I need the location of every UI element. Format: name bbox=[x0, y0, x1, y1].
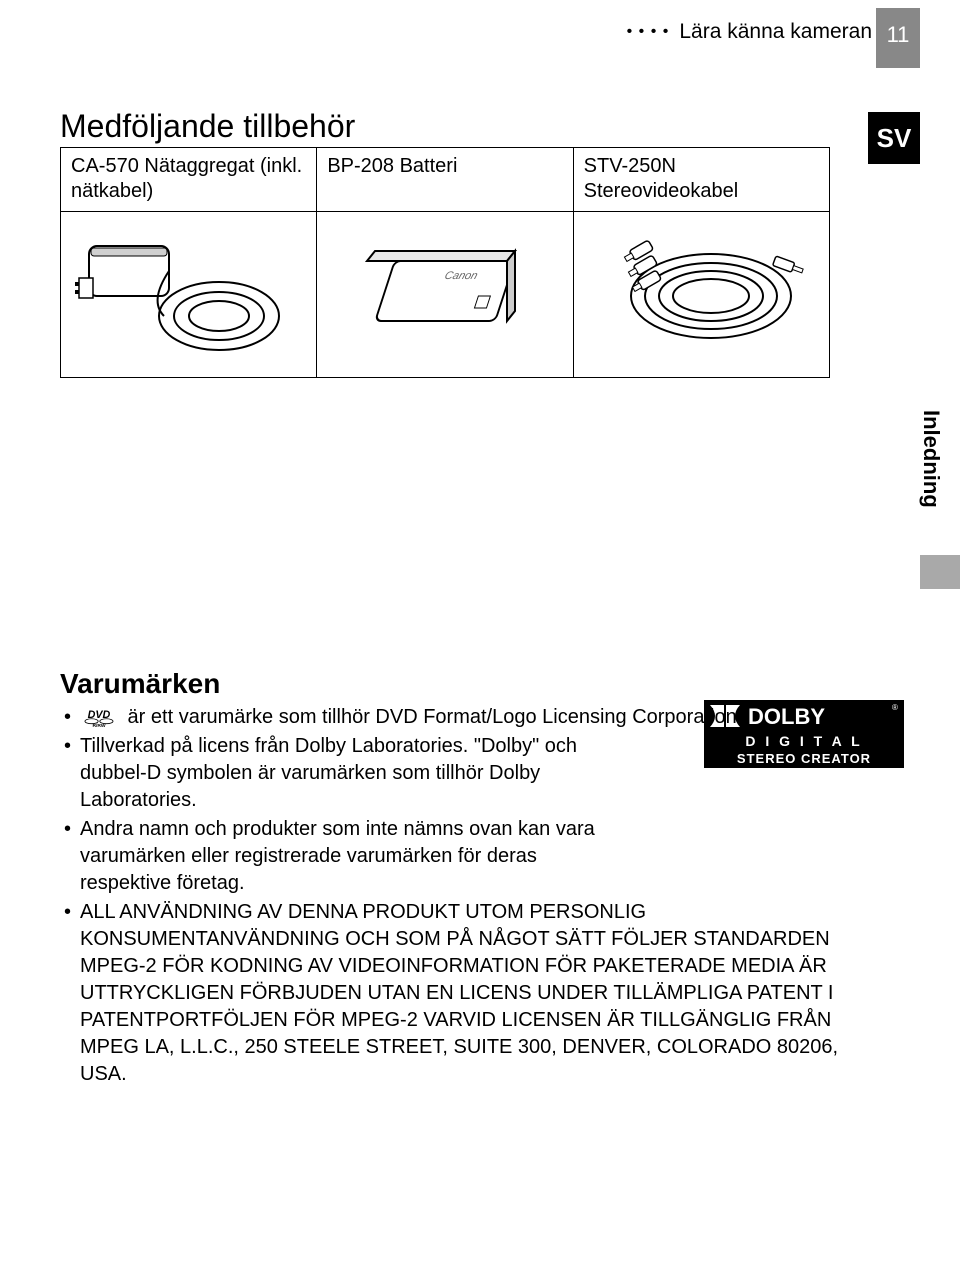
trademark-text: är ett varumärke som tillhör DVD Format/… bbox=[122, 706, 742, 728]
header-dots: • • • • bbox=[627, 23, 670, 41]
list-item: Tillverkad på licens från Dolby Laborato… bbox=[60, 733, 630, 814]
content-area: Medföljande tillbehör CA-570 Nätaggregat… bbox=[60, 108, 840, 1090]
table-row: Canon bbox=[61, 212, 830, 378]
trademark-text: Andra namn och produkter som inte nämns … bbox=[80, 818, 595, 894]
battery-icon: Canon bbox=[325, 216, 565, 366]
trademark-text: ALL ANVÄNDNING AV DENNA PRODUKT UTOM PER… bbox=[80, 901, 838, 1085]
section-title-trademarks: Varumärken bbox=[60, 668, 840, 700]
breadcrumb: Lära känna kameran bbox=[679, 20, 872, 44]
page-number: 11 bbox=[876, 8, 920, 68]
language-badge: SV bbox=[868, 112, 920, 164]
svg-text:®: ® bbox=[892, 703, 898, 712]
dvd-rw-icon: DVD R/RW bbox=[80, 708, 118, 728]
accessory-label: STV-250N Stereovideokabel bbox=[573, 148, 829, 212]
svg-text:R/RW: R/RW bbox=[92, 723, 105, 728]
trademarks-section: Varumärken DOLBY ® D I G I T A L STEREO … bbox=[60, 668, 840, 1088]
side-tab-marker bbox=[920, 555, 960, 589]
svg-text:D I G I T A L: D I G I T A L bbox=[745, 733, 862, 749]
accessory-image-cell: Canon bbox=[317, 212, 573, 378]
accessory-image-cell bbox=[573, 212, 829, 378]
accessory-label: BP-208 Batteri bbox=[317, 148, 573, 212]
list-item: DVD R/RW är ett varumärke som tillhör DV… bbox=[60, 704, 840, 731]
section-title-accessories: Medföljande tillbehör bbox=[60, 108, 840, 145]
power-adapter-icon bbox=[69, 216, 309, 366]
side-tab-inledning: Inledning bbox=[920, 410, 944, 550]
svg-text:STEREO CREATOR: STEREO CREATOR bbox=[737, 751, 871, 766]
list-item: ALL ANVÄNDNING AV DENNA PRODUKT UTOM PER… bbox=[60, 899, 840, 1088]
svg-text:Canon: Canon bbox=[443, 270, 479, 282]
header: • • • • Lära känna kameran bbox=[627, 20, 872, 44]
trademark-text: Tillverkad på licens från Dolby Laborato… bbox=[80, 735, 577, 811]
table-row: CA-570 Nätaggregat (inkl. nätkabel) BP-2… bbox=[61, 148, 830, 212]
list-item: Andra namn och produkter som inte nämns … bbox=[60, 816, 630, 897]
accessories-table: CA-570 Nätaggregat (inkl. nätkabel) BP-2… bbox=[60, 147, 830, 378]
stereo-cable-icon bbox=[581, 216, 821, 366]
accessory-label: CA-570 Nätaggregat (inkl. nätkabel) bbox=[61, 148, 317, 212]
accessory-image-cell bbox=[61, 212, 317, 378]
